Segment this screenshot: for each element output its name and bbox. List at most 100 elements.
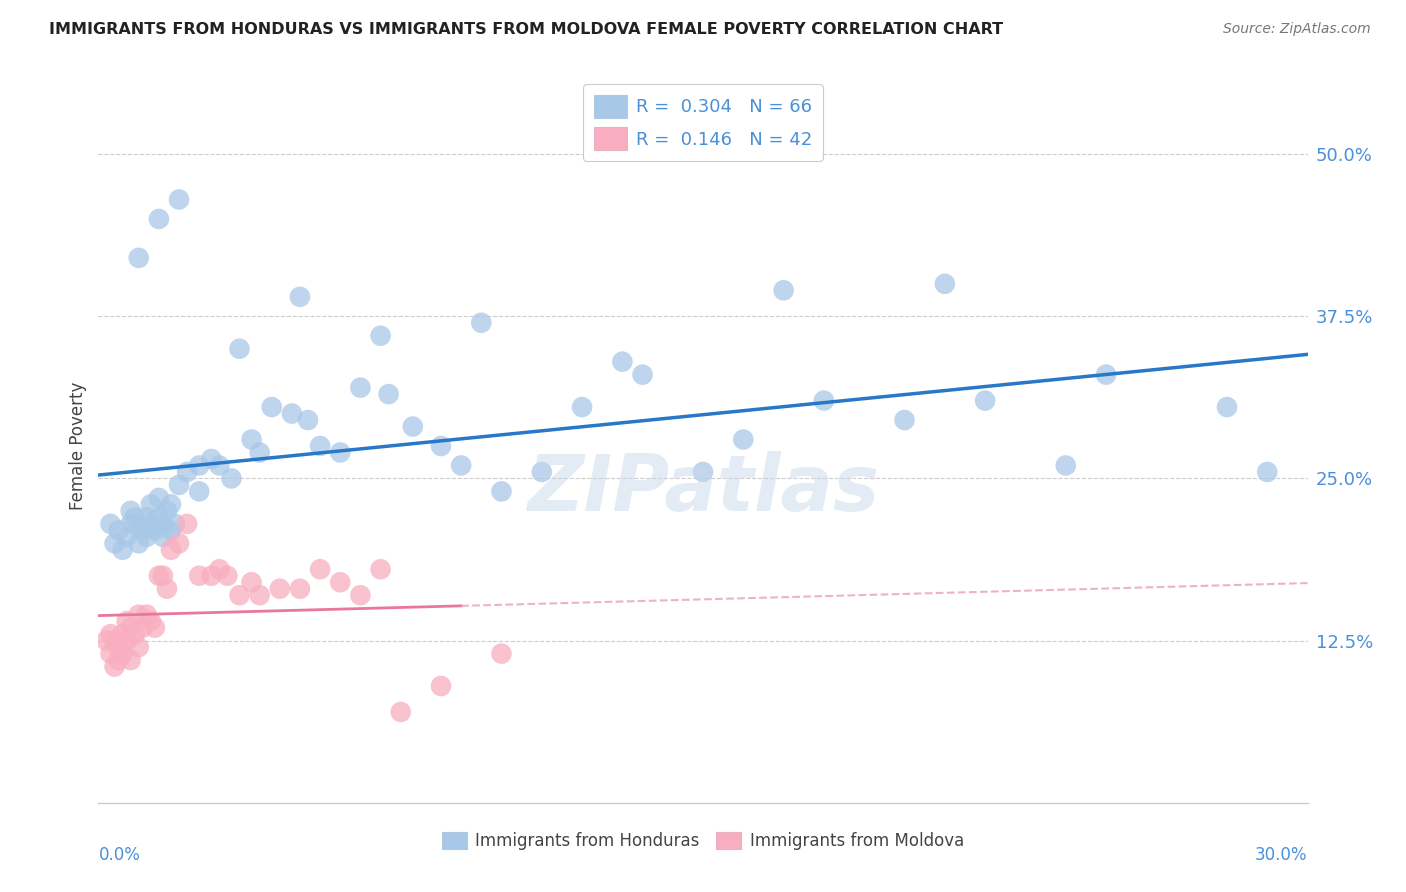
Point [124,627,146,641]
Point [111,542,134,557]
Point [160,497,183,511]
Point [974,393,997,408]
Point [111,627,134,641]
Point [1216,400,1239,414]
Point [692,465,714,479]
Text: Source: ZipAtlas.com: Source: ZipAtlas.com [1223,22,1371,37]
Point [208,458,231,473]
Point [491,484,513,499]
Point [152,530,174,544]
Point [240,433,263,447]
Point [107,653,129,667]
Point [297,413,319,427]
Point [100,627,122,641]
Point [124,510,146,524]
Point [148,568,170,582]
Point [188,484,211,499]
Point [1054,458,1077,473]
Point [176,465,198,479]
Point [160,524,183,538]
Point [148,510,170,524]
Point [228,588,250,602]
Point [120,621,142,635]
Point [163,516,186,531]
Point [240,575,263,590]
Point [309,562,332,576]
Point [152,516,174,531]
Point [115,530,138,544]
Point [288,290,311,304]
Point [288,582,311,596]
Point [107,524,129,538]
Point [470,316,492,330]
Point [430,439,453,453]
Point [139,614,162,628]
Point [733,433,755,447]
Point [450,458,472,473]
Point [139,497,162,511]
Point [152,568,174,582]
Point [156,582,179,596]
Point [128,251,150,265]
Text: ZIPatlas: ZIPatlas [527,450,879,527]
Point [530,465,553,479]
Point [156,504,179,518]
Text: 0.0%: 0.0% [98,846,141,863]
Point [329,575,352,590]
Point [571,400,593,414]
Point [128,536,150,550]
Point [167,193,190,207]
Point [260,400,283,414]
Point [934,277,956,291]
Y-axis label: Female Poverty: Female Poverty [69,382,87,510]
Point [269,582,291,596]
Point [208,562,231,576]
Point [100,647,122,661]
Point [370,328,392,343]
Point [349,381,371,395]
Point [349,588,371,602]
Point [772,283,794,297]
Point [491,647,513,661]
Point [103,659,125,673]
Point [135,530,157,544]
Point [309,439,332,453]
Point [135,510,157,524]
Point [221,471,243,485]
Point [128,607,150,622]
Point [249,445,271,459]
Point [228,342,250,356]
Point [120,516,142,531]
Point [167,536,190,550]
Point [402,419,425,434]
Point [107,640,129,654]
Point [370,562,392,576]
Point [167,478,190,492]
Point [813,393,835,408]
Point [200,568,222,582]
Point [96,633,118,648]
Text: IMMIGRANTS FROM HONDURAS VS IMMIGRANTS FROM MOLDOVA FEMALE POVERTY CORRELATION C: IMMIGRANTS FROM HONDURAS VS IMMIGRANTS F… [49,22,1004,37]
Point [103,536,125,550]
Point [103,633,125,648]
Point [200,452,222,467]
Point [111,647,134,661]
Point [377,387,399,401]
Point [249,588,271,602]
Point [128,516,150,531]
Point [329,445,352,459]
Text: 30.0%: 30.0% [1256,846,1308,863]
Point [188,458,211,473]
Point [1256,465,1278,479]
Point [217,568,239,582]
Point [128,640,150,654]
Point [160,542,183,557]
Point [281,407,304,421]
Point [893,413,915,427]
Point [135,607,157,622]
Legend: Immigrants from Honduras, Immigrants from Moldova: Immigrants from Honduras, Immigrants fro… [433,824,973,859]
Point [139,516,162,531]
Point [176,516,198,531]
Point [120,504,142,518]
Point [188,568,211,582]
